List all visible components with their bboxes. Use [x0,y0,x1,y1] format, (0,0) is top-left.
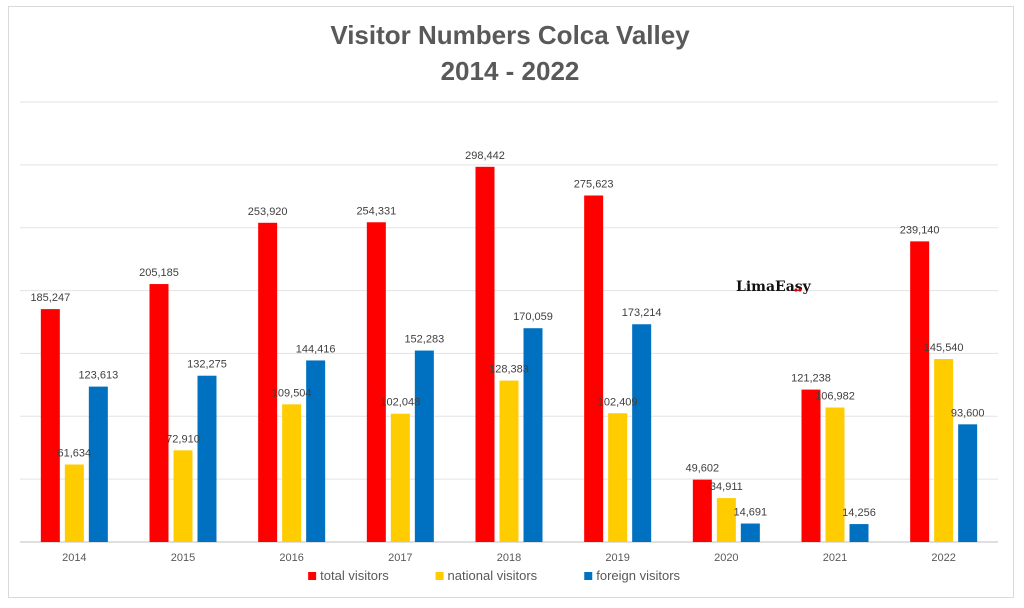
legend-swatch-foreign-visitors [584,572,593,580]
data-label: 14,691 [734,507,768,519]
data-label: 121,238 [791,373,831,385]
legend-swatch-national-visitors [435,572,444,580]
bar-total-visitors-2018 [475,166,495,542]
legend-label: total visitors [320,568,389,583]
bar-national-visitors-2015 [173,450,193,542]
bar-foreign-visitors-2020 [740,523,760,542]
data-label: 173,214 [622,307,662,319]
data-label: 152,283 [404,334,444,346]
data-labels: 185,247 61,634 123,613 205,185 72,910 132,275… [30,150,984,519]
data-label: 253,920 [248,206,288,218]
x-tick-label: 2015 [171,552,195,564]
data-label: 123,613 [78,370,118,382]
data-label: 102,048 [380,397,420,409]
data-label: 128,383 [489,364,529,376]
data-label: 49,602 [686,463,720,475]
bar-foreign-visitors-2019 [632,324,652,542]
bar-national-visitors-2014 [64,464,84,542]
data-label: 298,442 [465,150,505,162]
data-label: 106,982 [815,391,855,403]
bar-total-visitors-2020 [692,479,712,542]
data-label: 145,540 [924,342,964,354]
bar-total-visitors-2021 [801,389,821,542]
data-label: 61,634 [58,448,92,460]
bar-foreign-visitors-2022 [958,424,978,542]
data-label: 72,910 [166,433,200,445]
data-label: 34,911 [710,481,743,493]
data-label: 132,275 [187,359,227,371]
legend-swatch-total-visitors [308,572,317,580]
data-label: 275,623 [574,179,614,191]
x-tick-label: 2020 [714,552,738,564]
bar-foreign-visitors-2021 [849,524,869,542]
bar-national-visitors-2022 [934,359,954,542]
data-label: 144,416 [296,343,336,355]
data-label: 93,600 [951,407,985,419]
bar-foreign-visitors-2016 [306,360,326,542]
x-tick-label: 2018 [497,552,521,564]
bar-national-visitors-2016 [282,404,302,542]
data-label: 170,059 [513,311,553,323]
x-tick-label: 2017 [388,552,412,564]
data-label: 239,140 [900,224,940,236]
bar-total-visitors-2022 [910,241,930,542]
bar-foreign-visitors-2014 [88,386,108,542]
data-label: 109,504 [272,387,312,399]
data-label: 254,331 [356,205,396,217]
x-tick-label: 2021 [823,552,847,564]
bar-national-visitors-2021 [825,407,845,542]
bar-total-visitors-2014 [40,309,60,542]
chart-title: Visitor Numbers Colca Valley [330,20,690,50]
bar-total-visitors-2017 [366,222,386,543]
bar-national-visitors-2017 [390,413,410,542]
legend: total visitors national visitors foreign v… [308,568,681,583]
logo-text: LimaEasy [736,279,812,295]
x-axis-ticks: 2014 2015 2016 2017 2018 2019 2020 2021 2022 [62,552,956,564]
logo-dot-2 [798,288,802,292]
bars [40,166,978,543]
limaeasy-logo: LimaEasy [736,279,812,295]
bar-foreign-visitors-2015 [197,375,217,542]
data-label: 14,256 [842,507,876,519]
x-tick-label: 2019 [605,552,629,564]
bar-total-visitors-2016 [258,222,278,542]
data-label: 205,185 [139,267,179,279]
bar-national-visitors-2020 [716,498,736,542]
bar-foreign-visitors-2017 [414,350,434,542]
bar-national-visitors-2019 [608,413,628,542]
data-label: 102,409 [598,396,638,408]
bar-total-visitors-2019 [584,195,604,543]
legend-label: national visitors [448,568,538,583]
bar-foreign-visitors-2018 [523,328,543,542]
logo-dot-1 [794,288,798,292]
x-tick-label: 2016 [279,552,303,564]
legend-label: foreign visitors [596,568,680,583]
chart-subtitle: 2014 - 2022 [441,56,580,86]
bar-national-visitors-2018 [499,380,519,542]
data-label: 185,247 [30,292,70,304]
x-tick-label: 2022 [931,552,955,564]
bar-total-visitors-2015 [149,284,169,542]
x-tick-label: 2014 [62,552,86,564]
